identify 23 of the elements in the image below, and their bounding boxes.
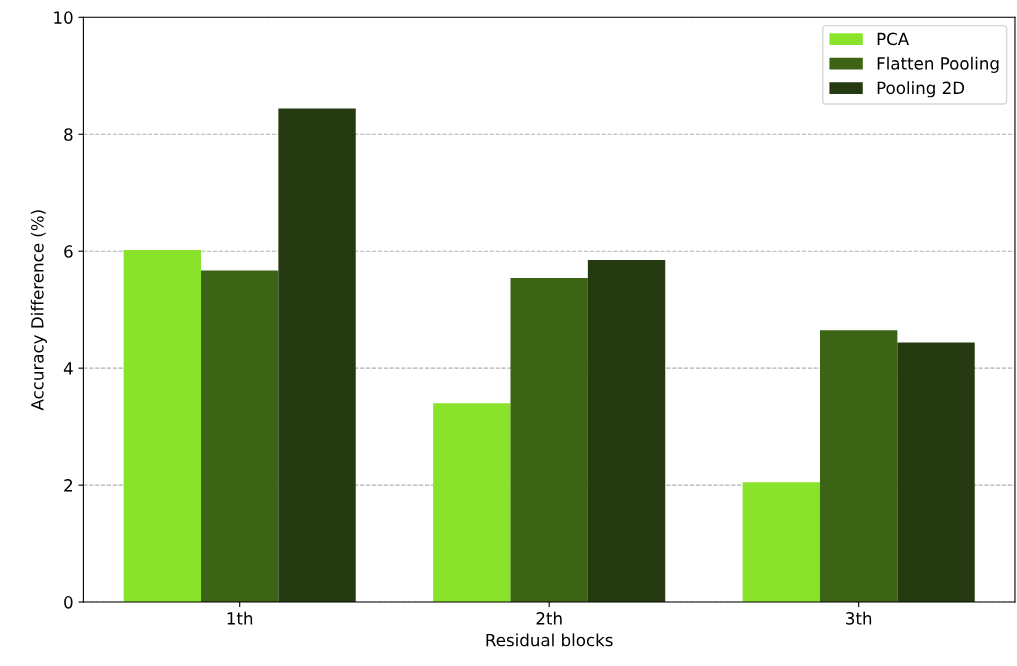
bar	[278, 108, 356, 603]
x-axis-title: Residual blocks	[486, 633, 613, 647]
y-axis-title: Accuracy Difference (%)	[30, 210, 47, 411]
x-tick-label: 2th	[536, 611, 562, 625]
x-tick-label: 1th	[227, 611, 253, 625]
legend-label: Pooling 2D	[877, 81, 965, 98]
legend-label: Flatten Pooling	[877, 56, 999, 73]
bar	[742, 482, 820, 603]
y-tick-label: 6	[64, 245, 73, 258]
y-tick-label: 10	[54, 11, 73, 24]
y-tick-label: 2	[64, 479, 72, 492]
bar	[510, 278, 588, 603]
x-tick-label: 3th	[846, 611, 872, 625]
bar	[201, 270, 279, 603]
bar	[587, 259, 666, 603]
bar	[433, 403, 511, 603]
legend-label: PCA	[877, 32, 910, 46]
bar	[897, 342, 975, 603]
bar	[819, 330, 898, 603]
y-tick-label: 4	[63, 362, 73, 375]
bar	[123, 250, 201, 603]
y-tick-label: 0	[64, 596, 73, 609]
y-tick-label: 8	[64, 128, 73, 141]
